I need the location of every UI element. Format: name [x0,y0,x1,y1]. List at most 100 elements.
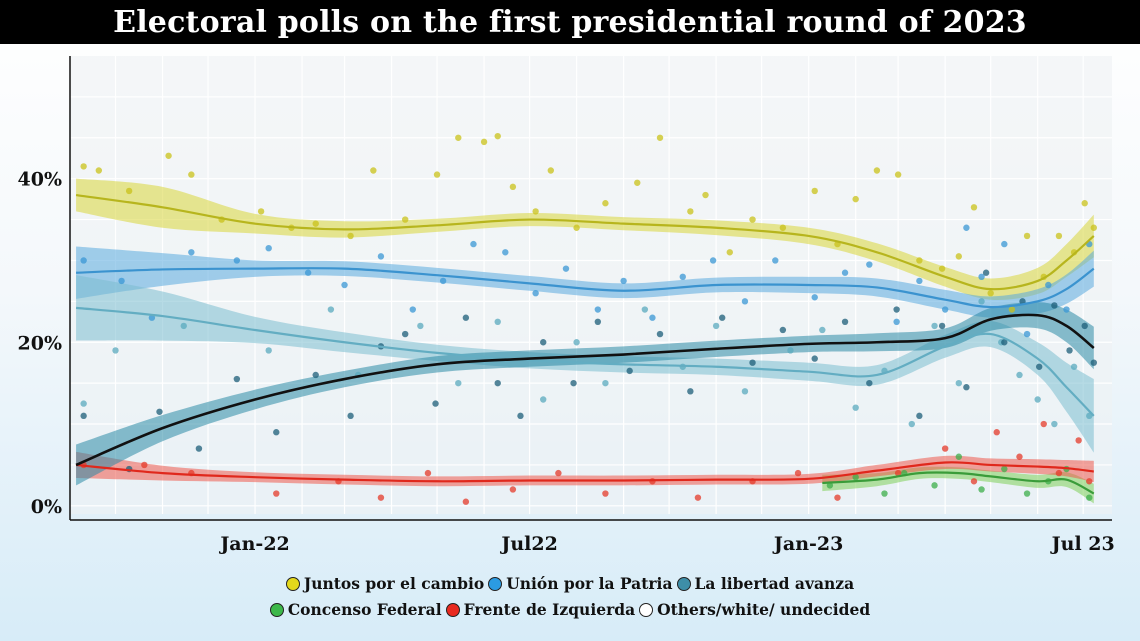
poll-point-la-libertad-avanza [931,322,938,330]
poll-point-union-por-la-patria [118,277,125,285]
poll-point-juntos-por-el-cambio [1008,306,1016,313]
poll-point-juntos-por-el-cambio [455,134,462,141]
legend-item: Frente de Izquierda [445,600,636,619]
title-bar: Electoral polls on the first presidentia… [0,0,1140,44]
poll-point-others-white-undecided [517,412,524,420]
x-tick-label: Jul22 [499,533,557,555]
trend-line-others-white-undecided [75,313,1095,467]
poll-point-union-por-la-patria [841,269,849,276]
poll-point-union-por-la-patria [304,269,312,276]
poll-point-la-libertad-avanza [180,322,187,330]
y-tick-label: 20% [18,332,63,354]
poll-point-juntos-por-el-cambio [95,167,103,174]
y-tick-label: 0% [31,496,62,518]
poll-point-others-white-undecided [982,269,990,276]
legend-item: Others/white/ undecided [639,600,870,619]
poll-point-juntos-por-el-cambio [1090,224,1097,231]
poll-point-la-libertad-avanza [494,318,501,326]
y-tick-label: 40% [18,169,63,191]
poll-point-others-white-undecided [273,429,280,436]
poll-point-others-white-undecided [570,379,577,387]
poll-point-la-libertad-avanza [819,326,826,334]
poll-point-others-white-undecided [156,408,163,415]
poll-point-frente-de-izquierda [273,490,280,497]
poll-point-frente-de-izquierda [377,494,385,501]
poll-point-frente-de-izquierda [1040,420,1047,428]
poll-point-others-white-undecided [866,379,873,387]
poll-point-concenso-federal [826,482,834,489]
trend-line-juntos-por-el-cambio [75,193,1095,291]
poll-point-others-white-undecided [462,314,470,321]
poll-point-others-white-undecided [1019,298,1026,305]
legend-item: Juntos por el cambio [285,574,485,593]
legend-label: Juntos por el cambio [303,574,485,593]
poll-point-others-white-undecided [1066,347,1073,354]
confidence-band-concenso-federal [822,466,1094,504]
poll-point-union-por-la-patria [811,294,818,301]
poll-point-union-por-la-patria [377,253,385,260]
poll-point-juntos-por-el-cambio [532,208,539,215]
poll-point-la-libertad-avanza [112,347,119,354]
poll-point-others-white-undecided [1081,322,1088,330]
poll-point-others-white-undecided [401,330,409,338]
poll-point-la-libertad-avanza [265,347,272,354]
poll-point-juntos-por-el-cambio [852,195,859,203]
legend-swatch-icon [676,576,691,591]
poll-point-juntos-por-el-cambio [573,224,580,231]
poll-point-juntos-por-el-cambio [80,163,87,170]
poll-point-juntos-por-el-cambio [188,171,195,178]
poll-point-frente-de-izquierda [834,494,841,501]
poll-point-juntos-por-el-cambio [347,232,354,240]
poll-point-union-por-la-patria [709,257,717,264]
poll-point-union-por-la-patria [679,273,686,281]
poll-point-union-por-la-patria [1045,281,1052,289]
poll-point-la-libertad-avanza [978,298,985,305]
poll-point-frente-de-izquierda [1086,478,1093,485]
trend-layer [75,193,1095,495]
legend-label: Frente de Izquierda [463,600,636,619]
poll-point-concenso-federal [1086,494,1093,501]
legend-label: Unión por la Patria [506,574,673,593]
poll-point-juntos-por-el-cambio [257,208,265,215]
poll-point-la-libertad-avanza [1034,396,1041,403]
poll-point-juntos-por-el-cambio [749,216,756,223]
confidence-band-frente-de-izquierda [76,451,1094,487]
poll-point-frente-de-izquierda [602,490,609,497]
trend-line-la-libertad-avanza [75,306,1095,417]
confidence-band-juntos-por-el-cambio [76,178,1094,300]
poll-point-union-por-la-patria [341,281,348,289]
poll-point-juntos-por-el-cambio [401,216,409,223]
poll-point-frente-de-izquierda [555,469,562,477]
poll-point-la-libertad-avanza [417,322,424,330]
poll-point-union-por-la-patria [1063,306,1070,313]
poll-point-juntos-por-el-cambio [1055,232,1063,240]
legend-label: Others/white/ undecided [657,600,871,619]
poll-point-union-por-la-patria [439,277,447,285]
poll-point-juntos-por-el-cambio [702,191,709,199]
poll-point-union-por-la-patria [233,257,241,264]
poll-point-la-libertad-avanza [1016,371,1023,379]
point-layer [80,132,1097,505]
poll-point-juntos-por-el-cambio [494,132,501,140]
poll-point-frente-de-izquierda [1055,469,1063,477]
legend-swatch-icon [285,576,300,591]
poll-point-juntos-por-el-cambio [970,204,978,211]
poll-point-others-white-undecided [963,384,970,391]
poll-point-frente-de-izquierda [794,469,802,477]
poll-point-juntos-por-el-cambio [634,179,641,186]
poll-point-juntos-por-el-cambio [547,167,555,174]
poll-point-la-libertad-avanza [1070,363,1078,370]
poll-point-others-white-undecided [1051,302,1058,309]
poll-point-concenso-federal [1023,490,1031,497]
legend-label: Concenso Federal [287,600,442,619]
x-tick-label: Jan-23 [772,533,843,555]
poll-point-union-por-la-patria [80,257,87,264]
poll-point-frente-de-izquierda [1075,437,1082,444]
poll-point-others-white-undecided [626,367,633,375]
legend-swatch-icon [445,602,460,617]
chart-plot: 0% 20% 40% Jan-22 Jul22 Jan-23 Jul 23 [18,56,1115,555]
poll-point-la-libertad-avanza [908,420,915,428]
poll-point-juntos-por-el-cambio [779,224,787,231]
poll-point-juntos-por-el-cambio [955,253,963,260]
poll-point-la-libertad-avanza [741,388,749,395]
